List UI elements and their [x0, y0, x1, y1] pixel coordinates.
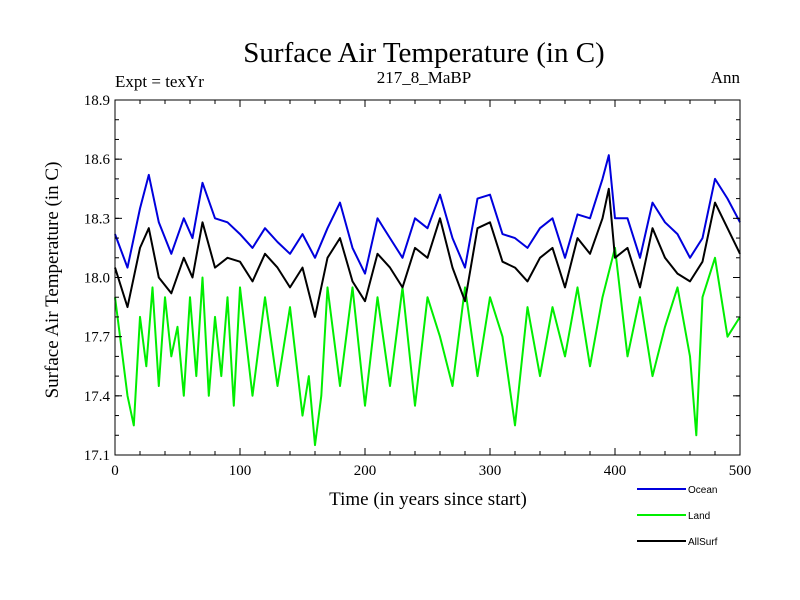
- y-tick-label: 18.0: [84, 271, 110, 287]
- x-tick-label: 0: [111, 463, 119, 479]
- y-axis-label: Surface Air Temperature (in C): [42, 162, 63, 399]
- y-tick-label: 18.9: [84, 93, 110, 109]
- legend-label-allsurf: AllSurf: [688, 537, 718, 548]
- x-tick-label: 200: [354, 463, 377, 479]
- chart-title: Surface Air Temperature (in C): [243, 37, 604, 69]
- y-tick-label: 18.3: [84, 211, 110, 227]
- expt-label: Expt = texYr: [115, 72, 204, 91]
- series-line-land: [114, 246, 741, 447]
- season-label: Ann: [711, 68, 741, 87]
- y-tick-labels: 17.1 17.4 17.7 18.0 18.3 18.6 18.9: [84, 93, 111, 464]
- chart-subtitle: 217_8_MaBP: [377, 68, 471, 87]
- series-line-allsurf: [114, 187, 741, 318]
- legend: Ocean Land AllSurf: [637, 485, 718, 548]
- y-tick-label: 17.1: [84, 448, 110, 464]
- x-tick-label: 500: [729, 463, 752, 479]
- x-tick-label: 300: [479, 463, 502, 479]
- plot-frame: [114, 99, 741, 456]
- axis-ticks: [114, 99, 741, 456]
- legend-label-ocean: Ocean: [688, 485, 717, 496]
- y-tick-label: 17.4: [84, 389, 111, 405]
- series-layer: [114, 154, 741, 447]
- x-tick-labels: 0 100 200 300 400 500: [111, 463, 751, 479]
- series-line-ocean: [114, 154, 741, 275]
- legend-label-land: Land: [688, 511, 710, 522]
- x-tick-label: 100: [229, 463, 252, 479]
- x-axis-label: Time (in years since start): [329, 489, 527, 510]
- y-tick-label: 18.6: [84, 152, 111, 168]
- x-tick-label: 400: [604, 463, 627, 479]
- y-tick-label: 17.7: [84, 330, 111, 346]
